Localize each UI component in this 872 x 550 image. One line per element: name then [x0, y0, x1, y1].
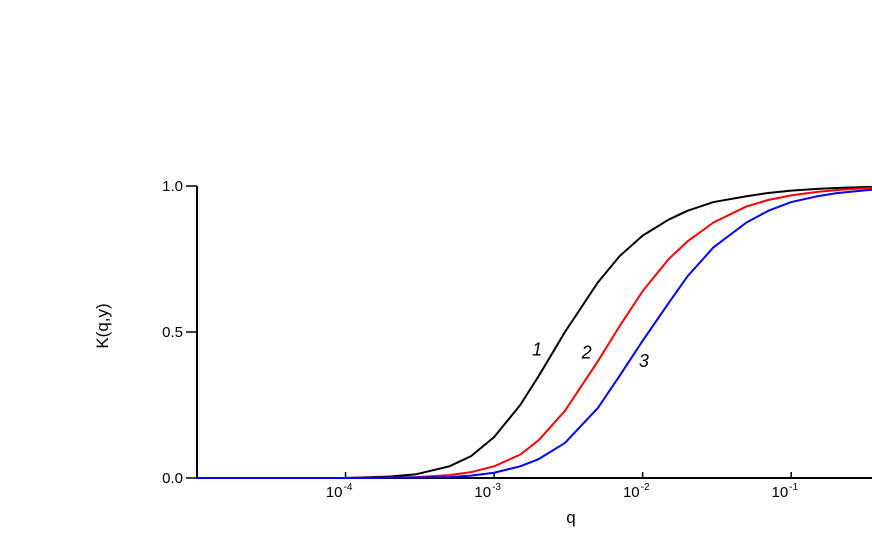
series-line-1: [196, 185, 872, 479]
labels-layer: 0.00.51.010 -4 10 -3 10 -2 10 -1qK(q,y)1 2 3: [93, 178, 799, 527]
x-tick-label-base: 10: [326, 484, 343, 501]
y-tick-label: 1.0: [162, 178, 183, 195]
x-tick-label-exponent: -2: [641, 482, 650, 493]
curve-label-2: 2: [581, 342, 592, 362]
x-axis-label: q: [566, 508, 575, 527]
curve-label-3: 3: [639, 351, 649, 371]
y-tick-label: 0.0: [162, 470, 183, 487]
x-tick-label: 10 -2: [623, 482, 650, 501]
axes-layer: [186, 185, 872, 479]
x-tick-label: 10 -1: [771, 482, 798, 501]
x-tick-label-base: 10: [623, 484, 640, 501]
y-axis-label: K(q,y): [93, 303, 112, 348]
x-tick-label-exponent: -3: [492, 482, 501, 493]
y-tick-label: 0.5: [162, 324, 183, 341]
x-tick-label-exponent: -1: [789, 482, 798, 493]
x-tick-label-base: 10: [474, 484, 491, 501]
x-tick-label-base: 10: [771, 484, 788, 501]
series-line-2: [196, 187, 872, 479]
curve-label-1: 1: [532, 339, 542, 359]
x-tick-label-exponent: -4: [344, 482, 353, 493]
series-line-3: [196, 188, 872, 479]
x-tick-label: 10 -4: [326, 482, 353, 501]
series-layer: [196, 185, 872, 479]
x-tick-label: 10 -3: [474, 482, 501, 501]
